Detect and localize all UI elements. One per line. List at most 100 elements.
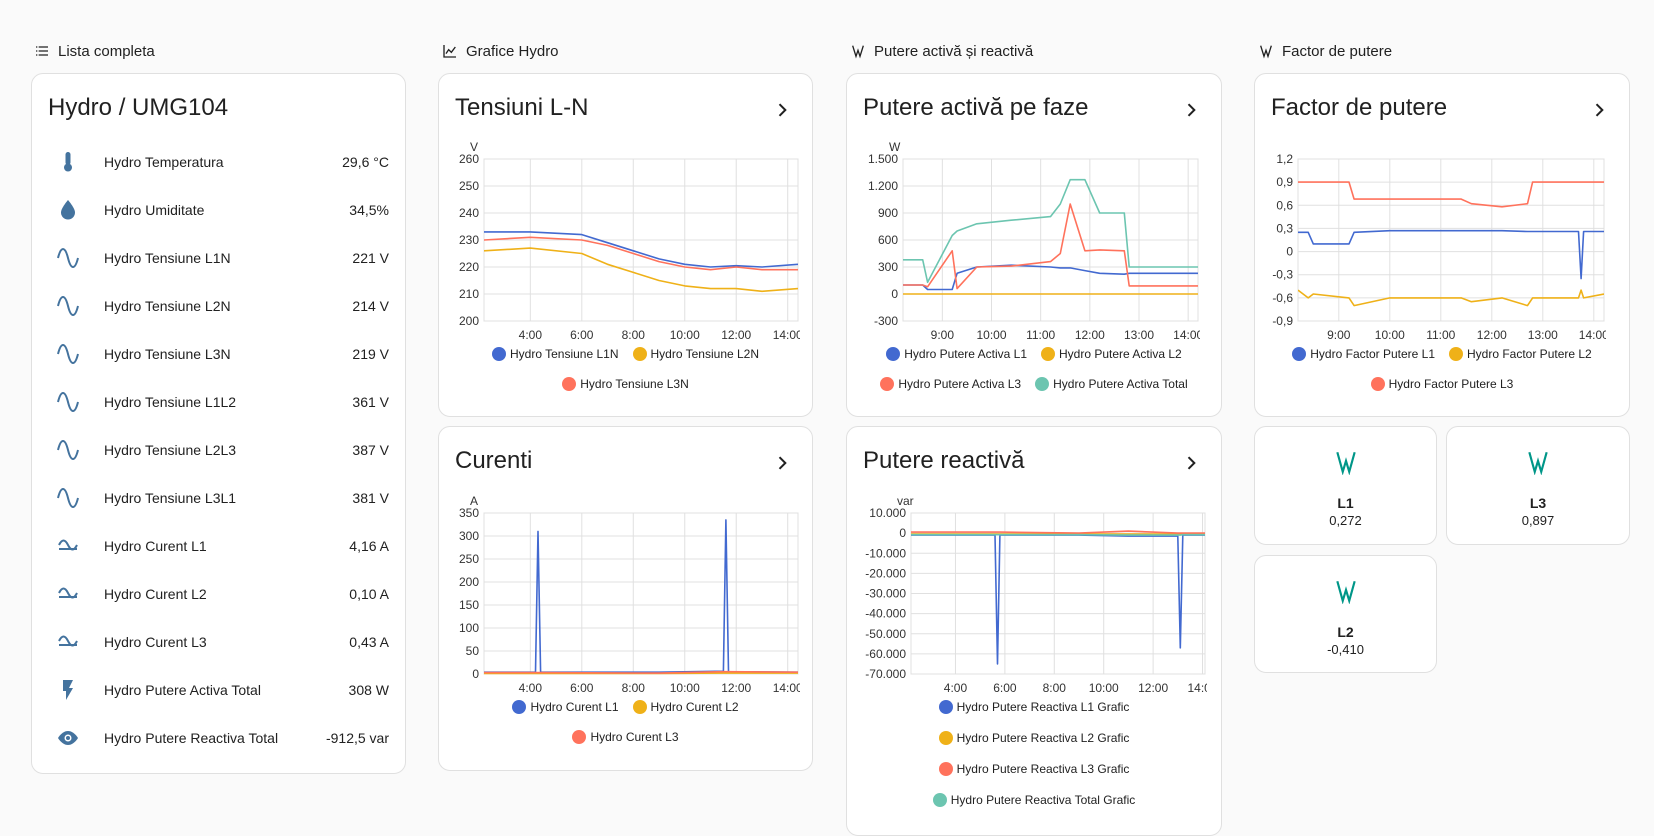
- legend-label: Hydro Tensiune L2N: [651, 347, 760, 361]
- y-tick-label: -0,9: [1272, 314, 1293, 328]
- y-tick-label: 0: [891, 287, 898, 301]
- power-icon: [850, 43, 866, 59]
- heading-text: Putere activă și reactivă: [874, 43, 1033, 60]
- x-tick-label: 4:00: [519, 328, 543, 342]
- heading-text: Factor de putere: [1282, 43, 1392, 60]
- legend-item[interactable]: Hydro Putere Activa L3: [880, 375, 1021, 393]
- x-tick-label: 11:00: [1026, 328, 1055, 342]
- legend-item[interactable]: Hydro Putere Activa L1: [886, 345, 1027, 363]
- x-tick-label: 14:00: [1173, 328, 1203, 342]
- legend-swatch: [1041, 347, 1055, 361]
- entity-icon: [56, 630, 80, 654]
- y-tick-label: 210: [459, 287, 479, 301]
- entity-value: -912,5 var: [326, 730, 389, 746]
- legend-item[interactable]: Hydro Putere Reactiva L2 Grafic: [939, 729, 1130, 747]
- legend-item[interactable]: Hydro Putere Activa Total: [1035, 375, 1188, 393]
- legend: Hydro Tensiune L1N Hydro Tensiune L2N Hydr…: [476, 345, 776, 393]
- x-tick-label: 12:00: [1138, 681, 1168, 695]
- entity-name: Hydro Tensiune L2N: [104, 298, 231, 314]
- legend-swatch: [1035, 377, 1049, 391]
- legend-item[interactable]: Hydro Tensiune L2N: [633, 345, 760, 363]
- y-tick-label: -10.000: [865, 546, 906, 560]
- legend-item[interactable]: Hydro Factor Putere L1: [1292, 345, 1435, 363]
- legend: Hydro Factor Putere L1 Hydro Factor Puter…: [1282, 345, 1602, 393]
- x-tick-label: 14:00: [1188, 681, 1218, 695]
- entity-name: Hydro Curent L2: [104, 586, 207, 602]
- legend-item[interactable]: Hydro Putere Reactiva L3 Grafic: [939, 760, 1130, 778]
- y-tick-label: -300: [874, 314, 898, 328]
- entity-icon: [56, 678, 80, 702]
- section-heading: Factor de putere: [1258, 40, 1392, 62]
- legend-label: Hydro Curent L2: [651, 700, 739, 714]
- legend-label: Hydro Curent L1: [530, 700, 618, 714]
- y-tick-label: 0,3: [1276, 221, 1293, 235]
- x-tick-label: 12:00: [1075, 328, 1105, 342]
- legend: Hydro Putere Activa L1 Hydro Putere Activ…: [874, 345, 1194, 393]
- legend-swatch: [562, 377, 576, 391]
- heading-text: Lista completa: [58, 43, 155, 60]
- x-tick-label: 4:00: [944, 681, 968, 695]
- y-tick-label: 300: [459, 529, 479, 543]
- x-tick-label: 6:00: [570, 328, 594, 342]
- x-tick-label: 6:00: [570, 681, 594, 695]
- legend-item[interactable]: Hydro Factor Putere L3: [1371, 375, 1514, 393]
- y-tick-label: 600: [878, 233, 898, 247]
- legend-item[interactable]: Hydro Putere Reactiva L1 Grafic: [939, 698, 1130, 716]
- legend-item[interactable]: Hydro Curent L1: [512, 698, 618, 716]
- legend-item[interactable]: Hydro Tensiune L1N: [492, 345, 619, 363]
- legend-item[interactable]: Hydro Factor Putere L2: [1449, 345, 1592, 363]
- y-tick-label: 100: [459, 621, 479, 635]
- x-tick-label: 10:00: [670, 328, 700, 342]
- y-tick-label: 220: [459, 260, 479, 274]
- entity-icon: [56, 198, 80, 222]
- gauge-card[interactable]: L2-0,410: [1254, 555, 1437, 673]
- x-tick-label: 8:00: [622, 681, 646, 695]
- gauge-value: -0,410: [1255, 642, 1436, 657]
- legend-item[interactable]: Hydro Curent L2: [633, 698, 739, 716]
- x-tick-label: 14:00: [1579, 328, 1609, 342]
- legend-label: Hydro Putere Reactiva L3 Grafic: [957, 762, 1130, 776]
- lines: [903, 180, 1198, 294]
- legend-swatch: [1371, 377, 1385, 391]
- x-tick-label: 14:00: [773, 681, 803, 695]
- y-tick-label: 0,9: [1276, 175, 1293, 189]
- entity-value: 381 V: [352, 490, 389, 506]
- legend-item[interactable]: Hydro Curent L3: [572, 728, 678, 746]
- lines: [484, 520, 798, 674]
- legend-item[interactable]: Hydro Putere Reactiva Total Grafic: [933, 791, 1136, 809]
- legend-item[interactable]: Hydro Tensiune L3N: [562, 375, 689, 393]
- y-axis-label: var: [897, 494, 914, 508]
- heading-text: Grafice Hydro: [466, 43, 559, 60]
- x-tick-label: 10:00: [670, 681, 700, 695]
- entity-icon: [56, 390, 80, 414]
- gauge-label: L3: [1447, 495, 1629, 511]
- entity-name: Hydro Umiditate: [104, 202, 204, 218]
- legend-item[interactable]: Hydro Putere Activa L2: [1041, 345, 1182, 363]
- y-tick-label: 230: [459, 233, 479, 247]
- y-tick-label: 10.000: [869, 506, 906, 520]
- entity-name: Hydro Putere Reactiva Total: [104, 730, 278, 746]
- chart-card[interactable]: Putere reactivă-70.000-60.000-50.000-40.…: [846, 426, 1222, 836]
- y-tick-label: -60.000: [865, 647, 906, 661]
- x-tick-label: 14:00: [773, 328, 803, 342]
- legend-label: Hydro Putere Reactiva L1 Grafic: [957, 700, 1130, 714]
